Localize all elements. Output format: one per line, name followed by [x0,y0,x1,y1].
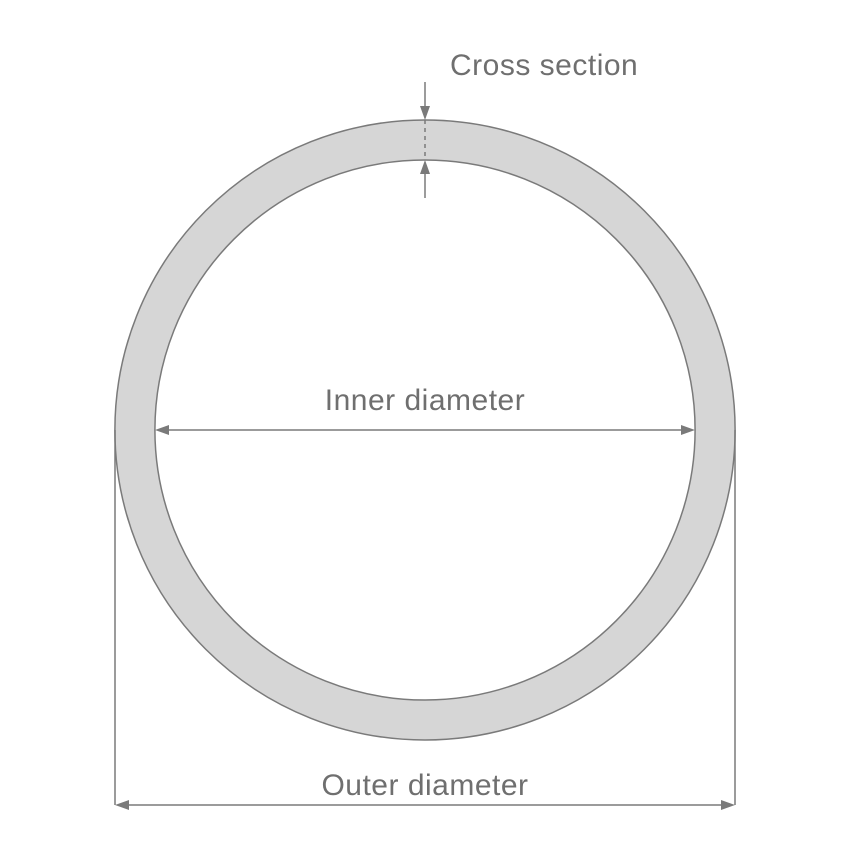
ring-dimension-diagram: Cross section Inner diameter Outer diame… [0,0,850,850]
outer-diameter-label: Outer diameter [321,769,528,802]
inner-diameter-label: Inner diameter [325,384,525,417]
cross-section-label: Cross section [450,49,638,82]
